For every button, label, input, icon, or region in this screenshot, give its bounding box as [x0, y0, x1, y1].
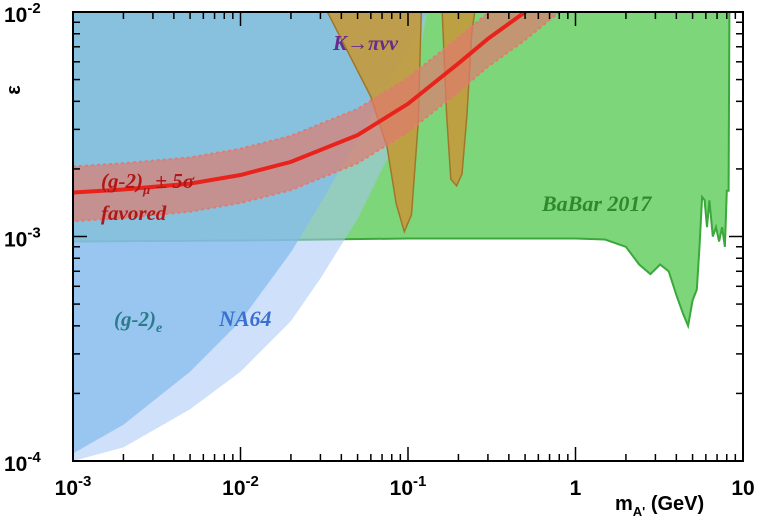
x-tick-label: 10-2 — [222, 473, 259, 500]
x-tick-label: 10-3 — [55, 473, 92, 500]
label-g2mu-sub: μ — [142, 182, 150, 197]
y-tick-label: 10-2 — [4, 0, 41, 27]
label-na64: NA64 — [218, 306, 272, 331]
g2-muon-band — [73, 12, 561, 223]
label-g2e: (g-2)e — [114, 307, 162, 336]
label-g2mu-favored: favored — [101, 201, 167, 225]
x-axis-title: mA' (GeV) — [615, 493, 704, 519]
label-kpinunu: K→πνν — [332, 31, 399, 55]
x-tick-label: 10-1 — [390, 473, 427, 500]
axis-tick-labels: 10-3 10-2 10-1 1 10 10-4 10-3 10-2 — [4, 0, 755, 500]
x-axis-title-main: m — [615, 493, 633, 515]
y-axis-title: ε — [3, 85, 25, 95]
label-g2e-main: (g-2) — [114, 307, 156, 331]
axis-ticks — [72, 12, 743, 462]
x-axis-title-unit: (GeV) — [645, 493, 704, 515]
label-g2mu-main: (g-2) — [101, 169, 143, 193]
label-babar: BaBar 2017 — [541, 191, 652, 216]
x-axis-title-sub: A' — [633, 504, 645, 519]
y-tick-label: 10-3 — [4, 225, 41, 252]
g2mu-band — [73, 12, 561, 223]
x-tick-label: 1 — [570, 477, 582, 500]
g2mu-central-line — [73, 12, 529, 195]
y-tick-label: 10-4 — [4, 449, 41, 476]
label-g2mu-suffix: ± 5σ — [150, 169, 195, 193]
label-g2mu: (g-2)μ ± 5σ — [101, 169, 195, 197]
x-tick-label: 10 — [731, 477, 754, 500]
label-g2e-sub: e — [156, 321, 162, 336]
exclusion-regions — [73, 12, 731, 461]
